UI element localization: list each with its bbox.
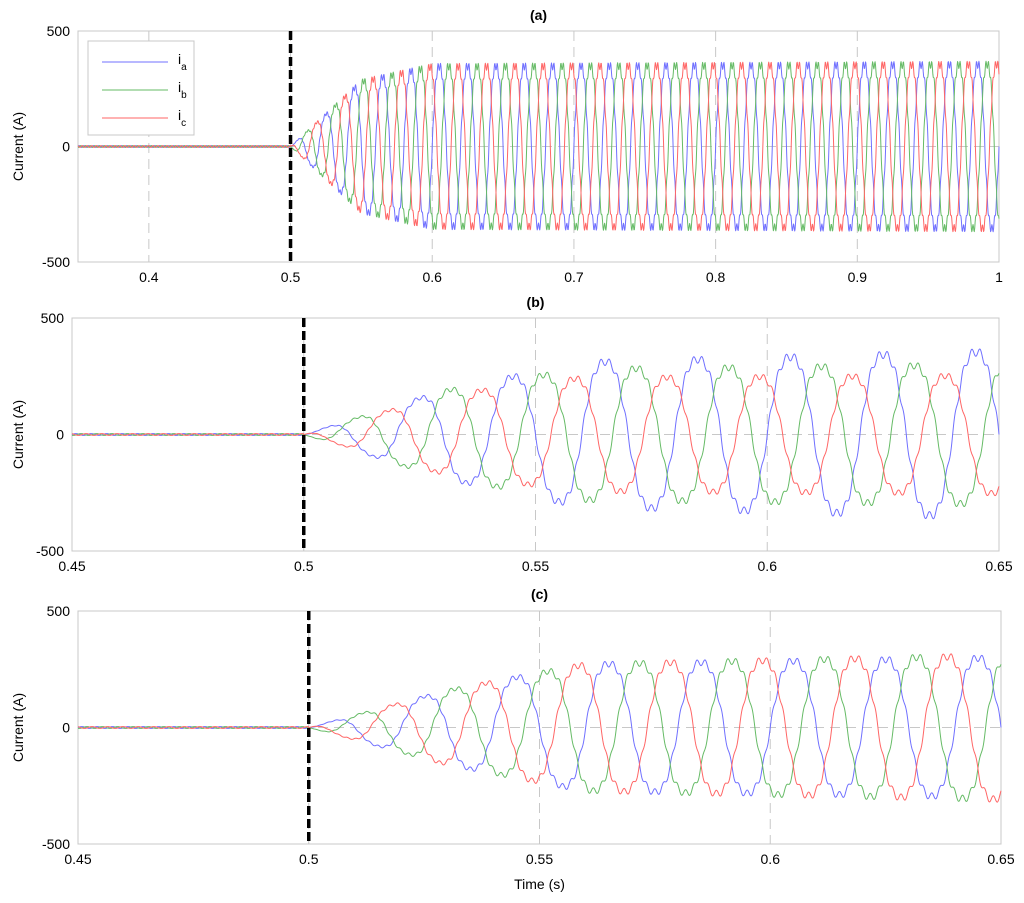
- x-tick-label: 0.45: [58, 558, 85, 574]
- x-tick-label: 0.65: [985, 558, 1012, 574]
- series-line-ia: [71, 348, 1000, 520]
- legend-label: ib: [178, 79, 187, 101]
- series-line-ic: [71, 373, 1000, 497]
- y-tick-label: 500: [41, 310, 65, 326]
- chart-title: (a): [530, 7, 547, 23]
- y-tick-label: 500: [47, 603, 71, 619]
- x-tick-label: 0.5: [299, 851, 319, 867]
- y-tick-label: -500: [42, 836, 70, 852]
- x-tick-label: 0.8: [706, 269, 726, 285]
- legend-label: ic: [178, 107, 186, 129]
- y-tick-label: -500: [42, 254, 70, 270]
- legend: ia ib ic: [87, 40, 195, 136]
- y-tick-label: 0: [62, 139, 70, 155]
- x-tick-label: 1: [995, 269, 1003, 285]
- x-tick-label: 0.9: [848, 269, 868, 285]
- x-tick-label: 0.6: [422, 269, 442, 285]
- y-axis-label: Current (A): [10, 112, 26, 181]
- x-tick-label: 0.7: [564, 269, 584, 285]
- y-tick-label: 0: [62, 720, 70, 736]
- legend-box: [87, 40, 195, 136]
- x-tick-label: 0.5: [294, 558, 314, 574]
- y-tick-label: 0: [56, 427, 64, 443]
- series-line-ic: [77, 653, 1002, 803]
- y-axis-label: Current (A): [10, 693, 26, 762]
- y-tick-label: 500: [47, 23, 71, 39]
- x-tick-label: 0.6: [758, 558, 778, 574]
- x-tick-label: 0.4: [139, 269, 159, 285]
- series-line-ia: [77, 654, 1002, 800]
- x-tick-label: 0.55: [526, 851, 553, 867]
- legend-label: ia: [178, 51, 187, 73]
- x-tick-label: 0.6: [761, 851, 781, 867]
- series-line-ic: [77, 60, 1000, 233]
- x-tick-label: 0.45: [64, 851, 91, 867]
- x-tick-label: 0.65: [987, 851, 1014, 867]
- panel-a: (a) 500 0 -500 0.4 0.5 0.6 0.7 0.8 0.9 1 Current (A…: [10, 7, 1003, 285]
- series-line-ib: [77, 654, 1002, 802]
- series-line-ib: [71, 362, 1000, 508]
- x-tick-label: 0.5: [281, 269, 301, 285]
- chart-title: (b): [527, 294, 545, 310]
- chart-title: (c): [531, 586, 548, 602]
- y-tick-label: -500: [36, 543, 64, 559]
- y-axis-label: Current (A): [10, 400, 26, 469]
- x-axis-label: Time (s): [514, 876, 565, 892]
- x-tick-label: 0.55: [522, 558, 549, 574]
